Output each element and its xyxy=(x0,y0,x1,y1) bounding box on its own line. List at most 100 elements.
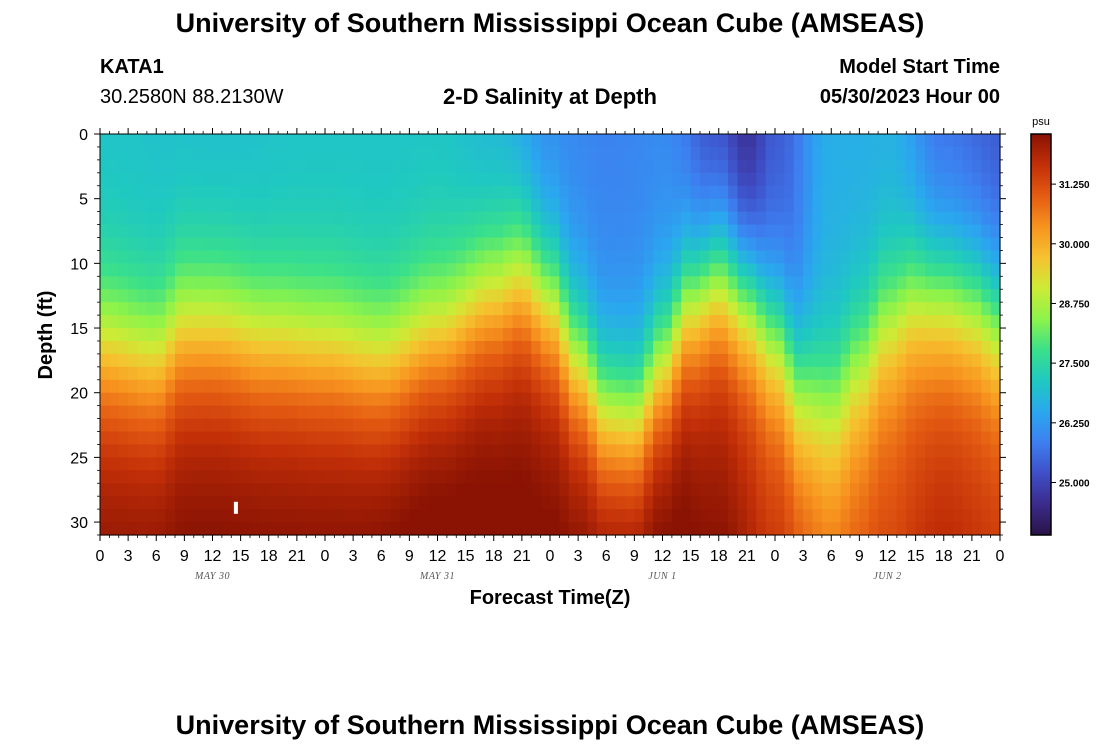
heatmap-cell xyxy=(625,366,635,381)
heatmap-cell xyxy=(596,405,607,420)
heatmap-cell xyxy=(868,198,879,213)
heatmap-cell xyxy=(831,470,842,484)
heatmap-cell xyxy=(400,250,410,264)
heatmap-cell xyxy=(296,379,307,394)
heatmap-cell xyxy=(146,159,157,174)
heatmap-cell xyxy=(306,418,317,433)
heatmap-cell xyxy=(690,496,701,510)
heatmap-cell xyxy=(240,457,251,471)
heatmap-cell xyxy=(175,211,185,226)
heatmap-cell xyxy=(325,328,335,342)
heatmap-cell xyxy=(896,379,907,394)
heatmap-cell xyxy=(550,315,560,329)
heatmap-cell xyxy=(353,457,364,471)
heatmap-cell xyxy=(409,457,420,471)
heatmap-cell xyxy=(850,315,860,329)
heatmap-cell xyxy=(268,379,279,394)
heatmap-cell xyxy=(634,431,645,446)
heatmap-cell xyxy=(971,276,982,290)
heatmap-cell xyxy=(859,366,870,381)
heatmap-cell xyxy=(550,237,560,252)
heatmap-cell xyxy=(465,276,476,290)
heatmap-cell xyxy=(990,289,1001,303)
heatmap-cell xyxy=(100,379,110,394)
heatmap-cell xyxy=(821,340,832,355)
heatmap-cell xyxy=(934,353,945,368)
heatmap-cell xyxy=(737,483,748,497)
heatmap-cell xyxy=(934,405,945,420)
heatmap-cell xyxy=(109,328,120,342)
heatmap-cell xyxy=(859,185,870,200)
heatmap-cell xyxy=(943,405,954,420)
heatmap-cell xyxy=(531,276,542,290)
heatmap-cell xyxy=(906,353,917,368)
heatmap-cell xyxy=(334,289,345,303)
heatmap-cell xyxy=(118,379,129,394)
heatmap-cell xyxy=(906,302,917,316)
heatmap-cell xyxy=(240,224,251,239)
heatmap-cell xyxy=(634,237,645,252)
heatmap-cell xyxy=(503,496,514,510)
heatmap-cell xyxy=(906,496,917,510)
heatmap-cell xyxy=(203,431,214,446)
heatmap-cell xyxy=(109,211,120,226)
heatmap-cell xyxy=(756,379,767,394)
heatmap-cell xyxy=(962,328,973,342)
heatmap-cell xyxy=(550,172,560,187)
heatmap-cell xyxy=(728,224,739,239)
heatmap-cell xyxy=(821,470,832,484)
heatmap-cell xyxy=(775,509,785,523)
heatmap-cell xyxy=(287,134,298,148)
heatmap-cell xyxy=(493,224,504,239)
heatmap-cell xyxy=(850,185,860,200)
heatmap-cell xyxy=(803,522,814,536)
heatmap-cell xyxy=(615,392,626,407)
heatmap-cell xyxy=(681,483,692,497)
heatmap-cell xyxy=(128,405,139,420)
heatmap-cell xyxy=(475,159,485,174)
heatmap-cell xyxy=(156,159,167,174)
heatmap-cell xyxy=(175,496,185,510)
heatmap-cell xyxy=(409,340,420,355)
heatmap-cell xyxy=(803,224,814,239)
heatmap-cell xyxy=(287,431,298,446)
heatmap-cell xyxy=(475,276,485,290)
heatmap-cell xyxy=(840,353,851,368)
heatmap-cell xyxy=(371,444,382,458)
heatmap-cell xyxy=(840,250,851,264)
heatmap-cell xyxy=(568,159,579,174)
heatmap-cell xyxy=(203,159,214,174)
heatmap-cell xyxy=(296,483,307,497)
heatmap-cell xyxy=(381,159,392,174)
heatmap-cell xyxy=(212,392,223,407)
heatmap-cell xyxy=(512,211,523,226)
heatmap-cell xyxy=(596,470,607,484)
heatmap-cell xyxy=(100,289,110,303)
heatmap-cell xyxy=(334,211,345,226)
heatmap-cell xyxy=(221,522,232,536)
heatmap-cell xyxy=(643,302,654,316)
heatmap-cell xyxy=(803,418,814,433)
heatmap-cell xyxy=(615,237,626,252)
heatmap-cell xyxy=(456,172,467,187)
heatmap-cell xyxy=(878,250,889,264)
heatmap-cell xyxy=(671,237,682,252)
heatmap-cell xyxy=(962,185,973,200)
data-marker xyxy=(233,501,238,514)
heatmap-cell xyxy=(118,405,129,420)
heatmap-cell xyxy=(184,198,195,213)
heatmap-cell xyxy=(887,522,898,536)
heatmap-cell xyxy=(915,509,926,523)
heatmap-cell xyxy=(475,483,485,497)
heatmap-cell xyxy=(906,237,917,252)
heatmap-cell xyxy=(990,483,1001,497)
heatmap-cell xyxy=(934,379,945,394)
heatmap-cell xyxy=(728,250,739,264)
heatmap-cell xyxy=(165,509,176,523)
heatmap-cell xyxy=(925,289,935,303)
heatmap-cell xyxy=(925,315,935,329)
heatmap-cell xyxy=(840,366,851,381)
heatmap-cell xyxy=(156,431,167,446)
heatmap-cell xyxy=(990,509,1001,523)
heatmap-cell xyxy=(906,289,917,303)
